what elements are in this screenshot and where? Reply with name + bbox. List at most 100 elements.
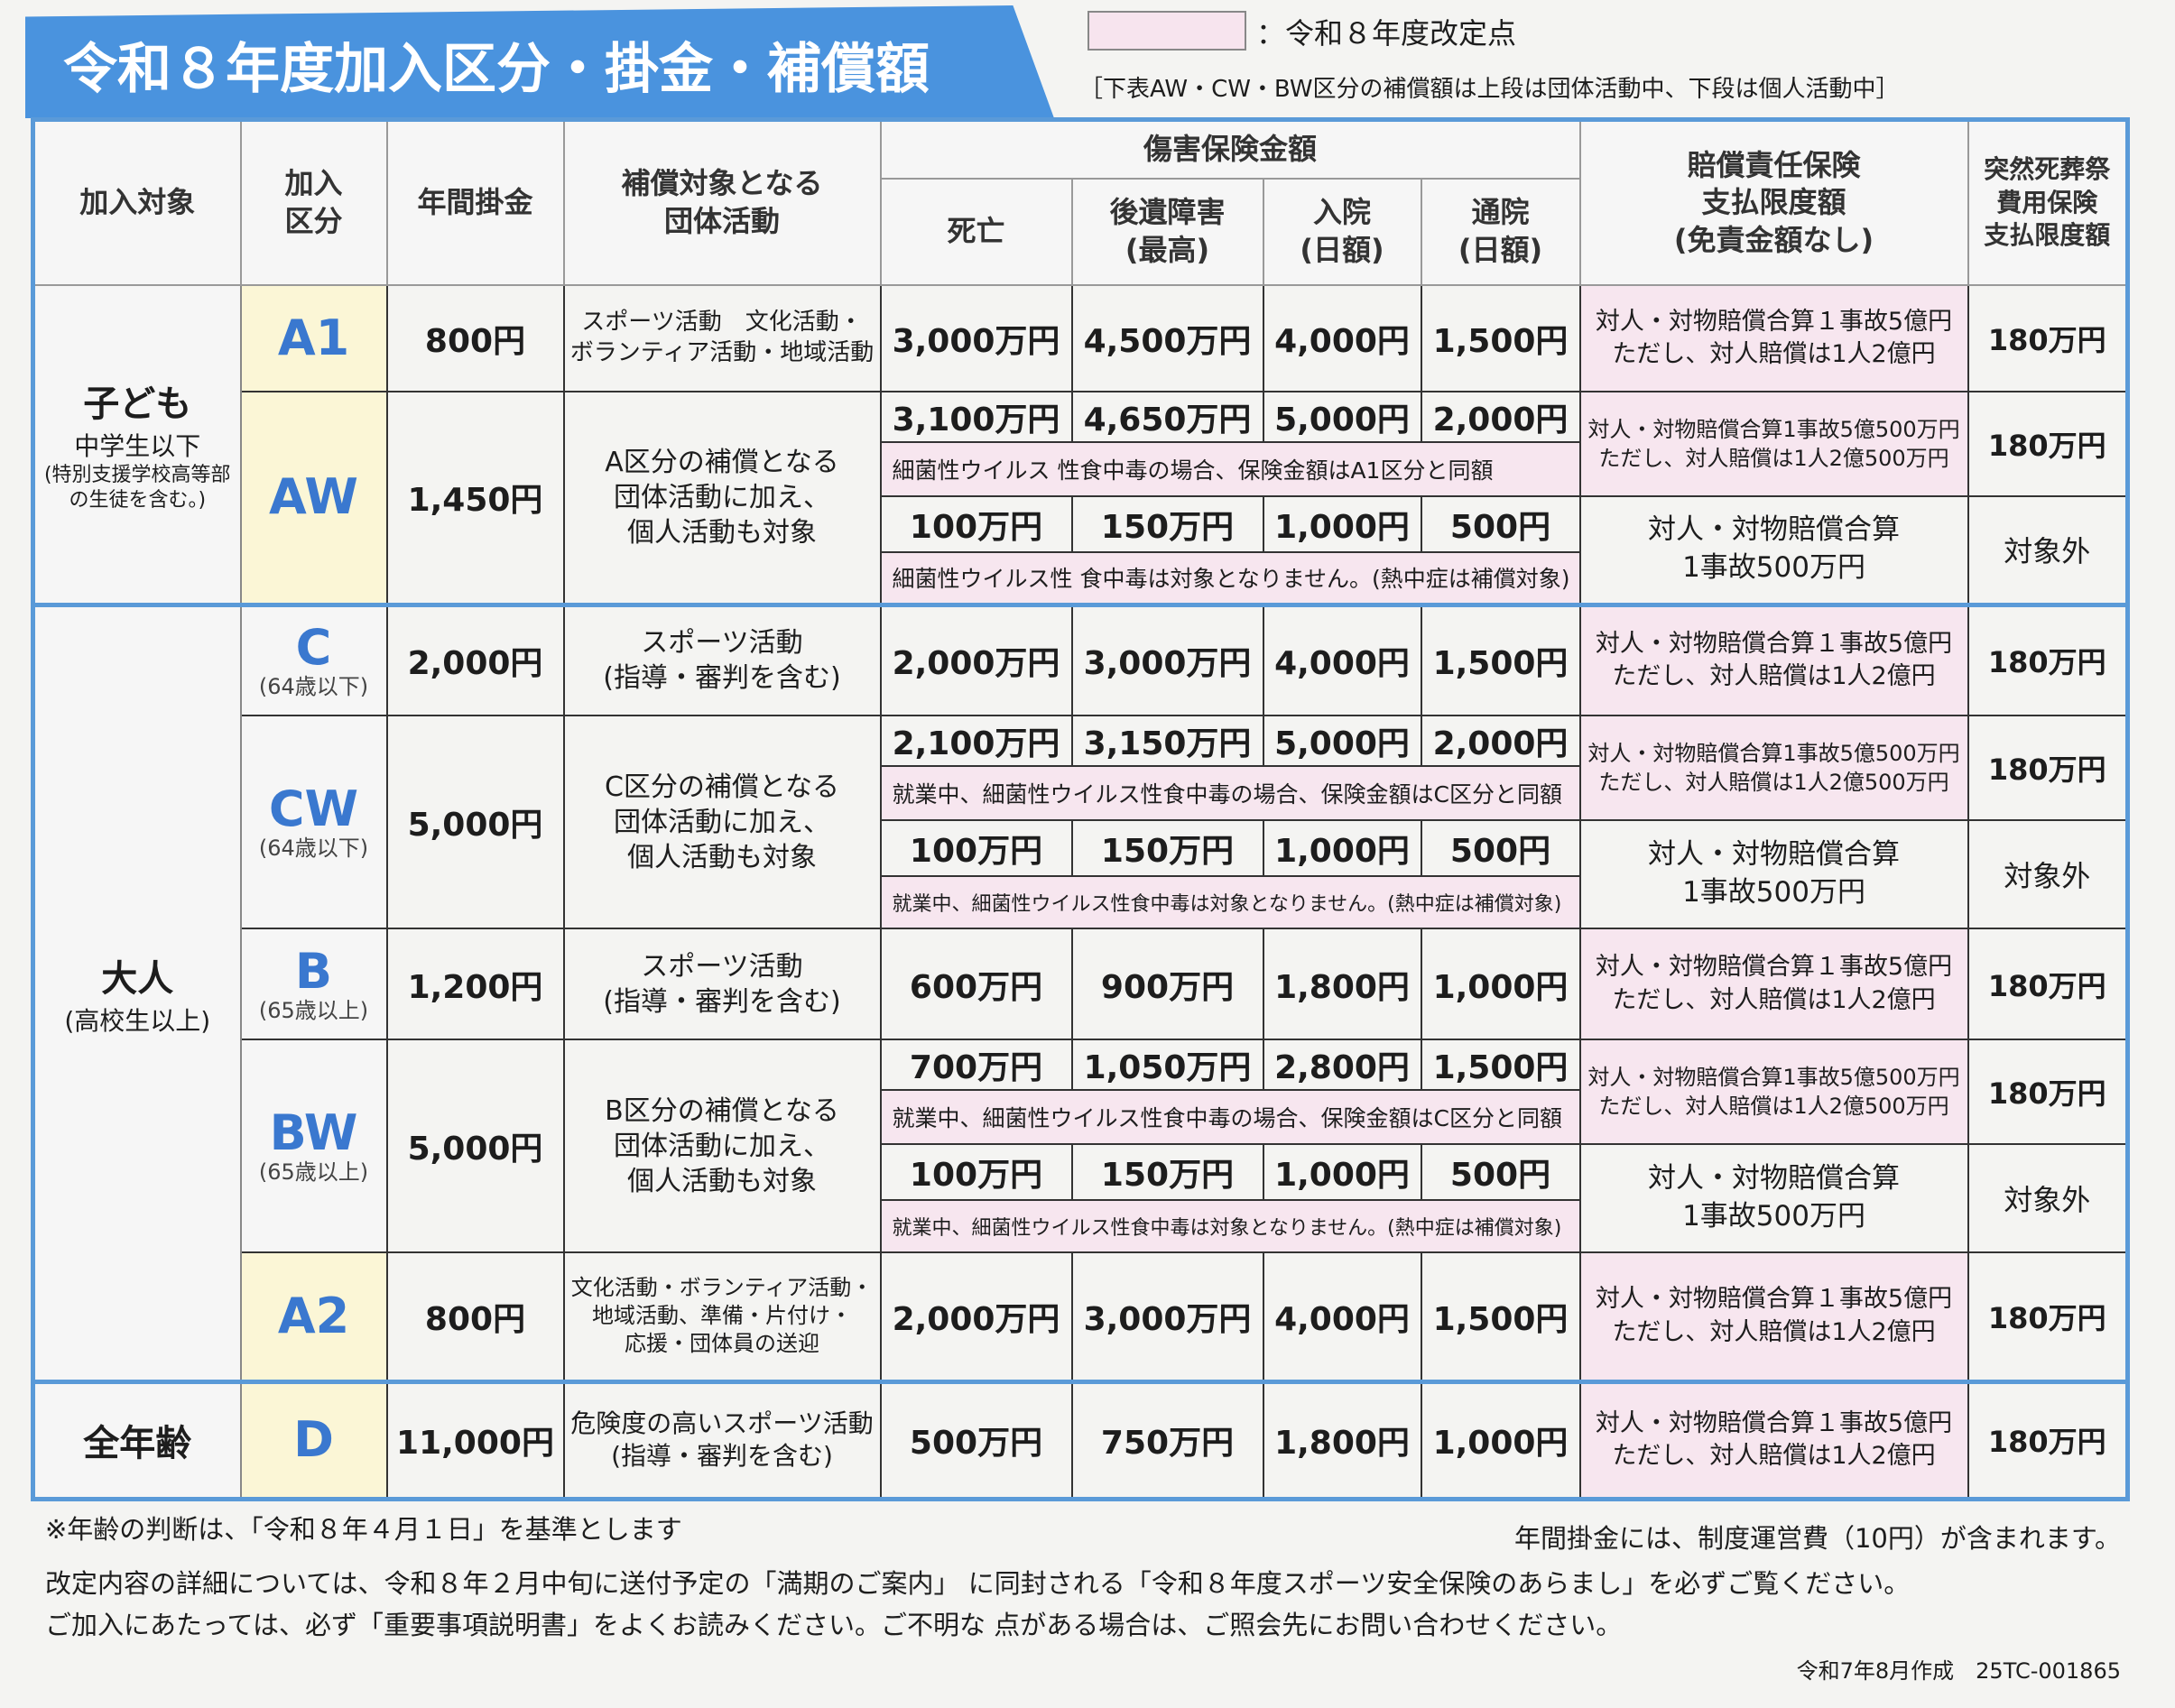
table-row-aw: AW 1,450円 A区分の補償となる 団体活動に加え、 個人活動も対象 3,100万…: [33, 391, 2129, 605]
outpatient-daily-amount: 2,000円: [1420, 715, 1581, 767]
death-amount-text: 500万円: [909, 1425, 1043, 1462]
header-category: 加入 区分: [239, 118, 388, 286]
outpatient-daily-amount-text: 1,000円: [1432, 1425, 1569, 1462]
death-amount: 2,000万円: [879, 1251, 1073, 1382]
death-amount-text: 2,000万円: [892, 1300, 1060, 1338]
covered-activity: 危険度の高いスポーツ活動 (指導・審判を含む): [562, 1379, 882, 1500]
death-amount: 3,100万円: [879, 391, 1073, 443]
annual-premium-text: 800円: [424, 323, 526, 360]
hospital-daily-amount: 1,000円: [1262, 495, 1422, 553]
death-amount: 3,000万円: [879, 284, 1073, 392]
group-sub: (高校生以上): [64, 1005, 211, 1036]
disability-amount-text: 150万円: [1100, 833, 1235, 870]
individual-activity-note: 就業中、細菌性ウイルス性食中毒は対象となりません。(熱中症は補償対象): [879, 875, 1581, 929]
category-code-label: B: [294, 942, 333, 1000]
hospital-daily-amount-text: 2,800円: [1274, 1049, 1410, 1086]
disability-amount-text: 900万円: [1100, 968, 1235, 1006]
covered-activity: スポーツ活動 (指導・審判を含む): [562, 928, 882, 1040]
outpatient-daily-amount-text: 1,000円: [1432, 968, 1569, 1006]
funeral-limit-text: 180万円: [1987, 968, 2106, 1003]
outpatient-daily-amount-text: 1,500円: [1432, 323, 1569, 360]
outpatient-daily-amount-text: 1,500円: [1432, 645, 1569, 683]
category-code-label: A1: [277, 309, 350, 366]
table-row-individual: 100万円 150万円 1,000円 500円 対人・対物賠償合算 1事故500万円 対象…: [33, 495, 2129, 605]
hospital-daily-amount: 4,000円: [1262, 1251, 1422, 1382]
funeral-limit: 180万円: [1967, 928, 2129, 1040]
death-amount-text: 2,100万円: [892, 725, 1060, 762]
liability-limit: 対人・対物賠償合算１事故5億円 ただし、対人賠償は1人2億円: [1578, 602, 1969, 716]
covered-activity-text: 危険度の高いスポーツ活動 (指導・審判を含む): [570, 1408, 874, 1471]
covered-activity: C区分の補償となる 団体活動に加え、 個人活動も対象: [562, 715, 882, 929]
hospital-daily-amount: 1,800円: [1262, 928, 1422, 1040]
table-row-bw: BW (65歳以上) 5,000円 B区分の補償となる 団体活動に加え、 個人活動も対…: [33, 1039, 2129, 1253]
liability-limit: 対人・対物賠償合算１事故5億円 ただし、対人賠償は1人2億円: [1578, 284, 1969, 392]
group-sub: 中学生以下: [74, 430, 201, 461]
annual-premium: 800円: [385, 284, 565, 392]
death-amount-text: 2,000万円: [892, 645, 1060, 683]
outpatient-daily-amount-text: 1,500円: [1432, 1300, 1569, 1338]
annual-premium-text: 2,000円: [407, 645, 543, 683]
category-code: AW: [239, 391, 388, 605]
hospital-daily-amount: 1,000円: [1262, 819, 1422, 877]
hospital-daily-amount-text: 1,000円: [1274, 509, 1410, 546]
coverage-table: 加入対象 加入 区分 年間掛金 補償対象となる 団体活動 傷害保険金額 賠償責任…: [31, 117, 2131, 1501]
group-label: 大人: [101, 957, 174, 1000]
group-label: 子ども: [83, 383, 192, 425]
liability-limit-text: 対人・対物賠償合算1事故5億500万円 ただし、対人賠償は1人2億500万円: [1587, 1064, 1960, 1119]
footer-line-2: ご加入にあたっては、必ず「重要事項説明書」をよくお読みください。ご不明な 点があ…: [45, 1609, 1623, 1640]
document-code: 令和7年8月作成 25TC-001865: [1796, 1657, 2121, 1684]
group-activity-note: 就業中、細菌性ウイルス性食中毒の場合、保険金額はC区分と同額: [879, 765, 1581, 821]
disability-amount: 4,650万円: [1070, 391, 1264, 443]
annual-premium: 1,200円: [385, 928, 565, 1040]
death-amount: 600万円: [879, 928, 1073, 1040]
table-row-note: 細菌性ウイルス 性食中毒の場合、保険金額はA1区分と同額: [33, 441, 2128, 497]
category-code: BW (65歳以上): [239, 1039, 388, 1253]
covered-activity: B区分の補償となる 団体活動に加え、 個人活動も対象: [562, 1039, 882, 1253]
table-row-note: 就業中、細菌性ウイルス性食中毒は対象となりません。(熱中症は補償対象): [33, 875, 2128, 929]
header-outpatient: 通院 (日額): [1420, 178, 1581, 286]
table-row-a1: 子ども 中学生以下 (特別支援学校高等部の生徒を含む。) A1 800円 スポーツ活動 文…: [32, 284, 2129, 605]
hospital-daily-amount: 5,000円: [1262, 715, 1422, 767]
hospital-daily-amount: 5,000円: [1262, 391, 1422, 443]
hospital-daily-amount: 4,000円: [1262, 602, 1422, 716]
group-activity-note-text: 就業中、細菌性ウイルス性食中毒の場合、保険金額はC区分と同額: [892, 781, 1562, 808]
outpatient-daily-amount: 2,000円: [1420, 391, 1581, 443]
hospital-daily-amount-text: 1,800円: [1274, 1425, 1410, 1462]
disability-amount-text: 150万円: [1100, 509, 1235, 546]
category-code: CW (64歳以下): [239, 715, 388, 929]
annual-premium: 5,000円: [385, 1039, 565, 1253]
group-label: 全年齢: [83, 1423, 192, 1464]
individual-activity-note-text: 就業中、細菌性ウイルス性食中毒は対象となりません。(熱中症は補償対象): [892, 893, 1562, 916]
funeral-limit: 180万円: [1967, 715, 2129, 821]
group-activity-note-text: 細菌性ウイルス 性食中毒の場合、保険金額はA1区分と同額: [892, 457, 1494, 484]
table-row-cw: CW (64歳以下) 5,000円 C区分の補償となる 団体活動に加え、 個人活動も対…: [33, 715, 2129, 929]
disability-amount-text: 3,150万円: [1083, 725, 1252, 762]
individual-activity-note: 細菌性ウイルス性 食中毒は対象となりません。(熱中症は補償対象): [879, 551, 1581, 605]
death-amount: 2,000万円: [879, 602, 1073, 716]
legend-text: ：令和８年度改定点: [1256, 16, 1517, 51]
category-code-label: BW: [269, 1104, 358, 1161]
individual-activity-note-text: 細菌性ウイルス性 食中毒は対象となりません。(熱中症は補償対象): [892, 566, 1570, 593]
liability-limit: 対人・対物賠償合算１事故5億円 ただし、対人賠償は1人2億円: [1578, 1251, 1969, 1382]
covered-activity: A区分の補償となる 団体活動に加え、 個人活動も対象: [562, 391, 882, 605]
header-disability: 後遺障害 (最高): [1070, 178, 1264, 286]
liability-limit-text: 対人・対物賠償合算１事故5億円 ただし、対人賠償は1人2億円: [1595, 1408, 1953, 1470]
hospital-daily-amount: 4,000円: [1262, 284, 1422, 392]
disability-amount-text: 4,650万円: [1083, 402, 1252, 439]
death-amount-text: 700万円: [909, 1049, 1043, 1086]
annual-premium: 11,000円: [385, 1379, 565, 1500]
death-amount-text: 3,100万円: [892, 402, 1060, 439]
liability-limit-individual: 対人・対物賠償合算 1事故500万円: [1578, 819, 1969, 929]
annual-premium-text: 1,200円: [407, 968, 543, 1006]
funeral-limit-text: 180万円: [1987, 645, 2106, 680]
death-amount: 100万円: [879, 495, 1073, 553]
funeral-limit-individual-text: 対象外: [2004, 534, 2091, 569]
header-liability: 賠償責任保険 支払限度額 (免責金額なし): [1578, 118, 1969, 286]
hospital-daily-amount: 1,800円: [1262, 1379, 1422, 1500]
category-code-label: D: [293, 1411, 334, 1468]
category-code: D: [239, 1379, 388, 1500]
funeral-limit-text: 180万円: [1987, 752, 2106, 787]
group-activity-note-text: 就業中、細菌性ウイルス性食中毒の場合、保険金額はC区分と同額: [892, 1105, 1562, 1131]
covered-activity-text: スポーツ活動 文化活動・ ボランティア活動・地域活動: [569, 309, 875, 366]
annual-premium: 800円: [385, 1251, 565, 1382]
